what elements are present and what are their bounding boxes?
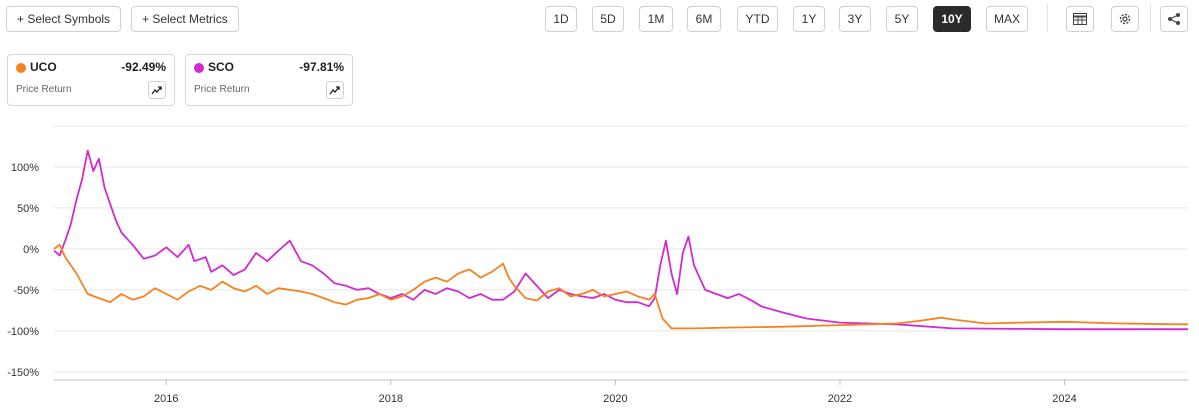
range-1y-button[interactable]: 1Y: [793, 6, 825, 32]
trend-button[interactable]: [148, 81, 166, 99]
table-icon: [1073, 13, 1087, 25]
x-tick-label: 2024: [1052, 393, 1076, 405]
share-icon: [1168, 13, 1180, 25]
x-tick-label: 2022: [828, 393, 852, 405]
trend-up-icon: [151, 86, 162, 95]
x-tick-label: 2018: [379, 393, 403, 405]
select-metrics-button[interactable]: + Select Metrics: [131, 6, 239, 32]
range-1d-button[interactable]: 1D: [545, 6, 577, 32]
gear-icon: [1119, 13, 1131, 25]
range-3y-button[interactable]: 3Y: [839, 6, 871, 32]
price-return-chart[interactable]: 100% 50% 0% -50% -100% -150% 2016 2018 2020 2022 2…: [0, 118, 1199, 414]
y-tick-label: -150%: [7, 367, 39, 379]
x-tick-label: 2016: [154, 393, 178, 405]
y-tick-label: -50%: [13, 285, 39, 297]
y-tick-label: -100%: [7, 326, 39, 338]
range-6m-button[interactable]: 6M: [687, 6, 721, 32]
range-1m-button[interactable]: 1M: [639, 6, 673, 32]
symbol-label: SCO: [208, 60, 235, 74]
table-view-button[interactable]: [1066, 6, 1094, 32]
y-tick-label: 50%: [17, 203, 39, 215]
range-10y-button[interactable]: 10Y: [933, 6, 971, 32]
symbol-label: UCO: [30, 60, 57, 74]
range-5d-button[interactable]: 5D: [592, 6, 624, 32]
series-line-sco: [53, 149, 1188, 331]
series-line-uco: [53, 243, 1188, 330]
range-5y-button[interactable]: 5Y: [886, 6, 918, 32]
trend-up-icon: [329, 86, 340, 95]
metric-label: Price Return: [16, 84, 72, 95]
series-color-dot: [16, 63, 26, 73]
range-ytd-button[interactable]: YTD: [737, 6, 778, 32]
settings-button[interactable]: [1111, 6, 1139, 32]
toolbar-divider: [1047, 4, 1048, 32]
select-symbols-button[interactable]: + Select Symbols: [6, 6, 122, 32]
change-value: -92.49%: [121, 60, 166, 74]
metric-label: Price Return: [194, 84, 250, 95]
legend-card-uco[interactable]: UCO -92.49% Price Return: [7, 54, 175, 106]
range-max-button[interactable]: MAX: [986, 6, 1028, 32]
trend-button[interactable]: [326, 81, 344, 99]
y-tick-label: 0%: [23, 244, 39, 256]
legend-card-sco[interactable]: SCO -97.81% Price Return: [185, 54, 353, 106]
y-tick-label: 100%: [11, 162, 39, 174]
share-button[interactable]: [1160, 6, 1188, 32]
x-tick-label: 2020: [603, 393, 627, 405]
series-color-dot: [194, 63, 204, 73]
toolbar-divider-2: [1150, 4, 1151, 32]
change-value: -97.81%: [299, 60, 344, 74]
